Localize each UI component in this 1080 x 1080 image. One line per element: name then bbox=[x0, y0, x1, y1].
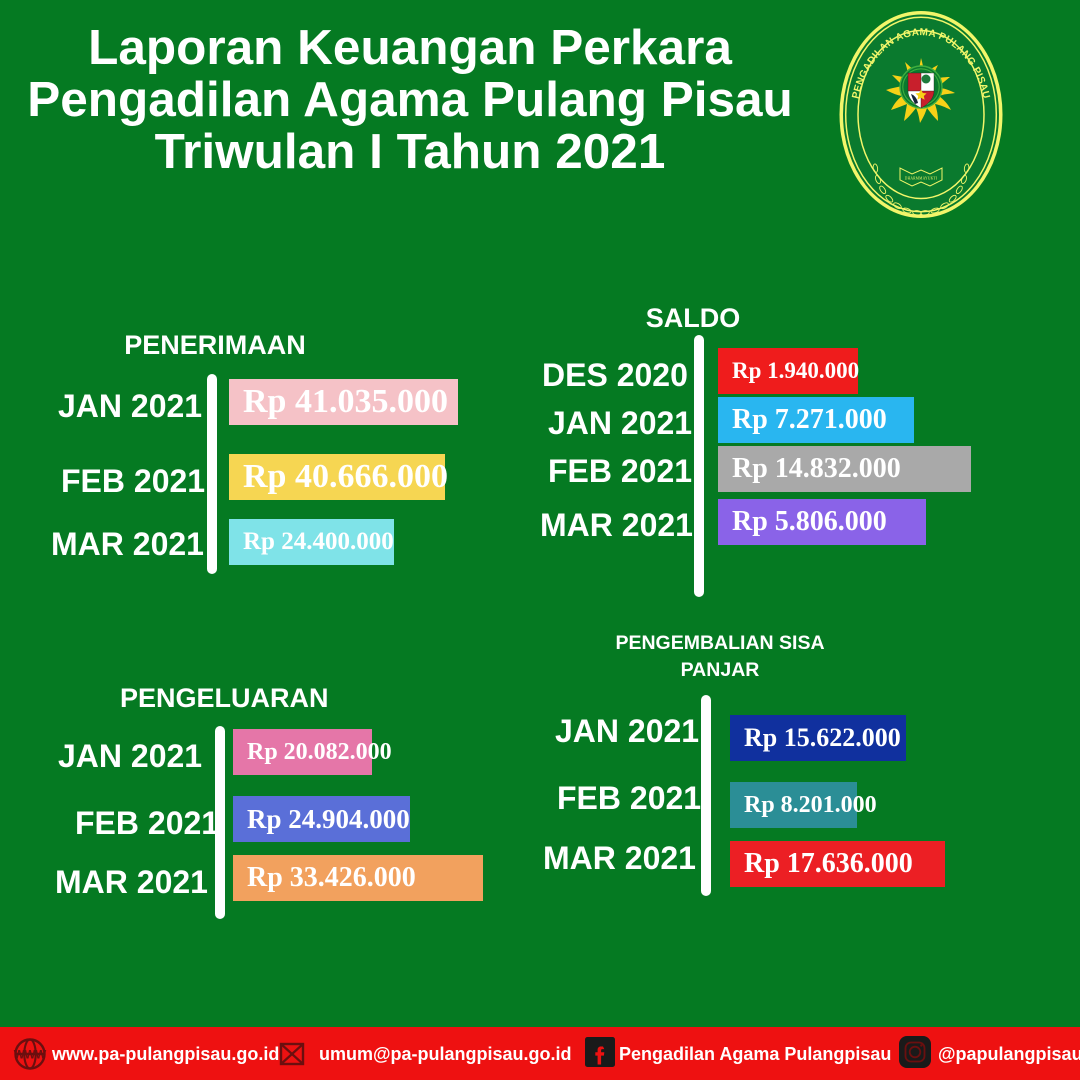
svg-text:WWW: WWW bbox=[14, 1050, 47, 1062]
svg-text:DHARMMAYUKTI: DHARMMAYUKTI bbox=[905, 177, 938, 181]
